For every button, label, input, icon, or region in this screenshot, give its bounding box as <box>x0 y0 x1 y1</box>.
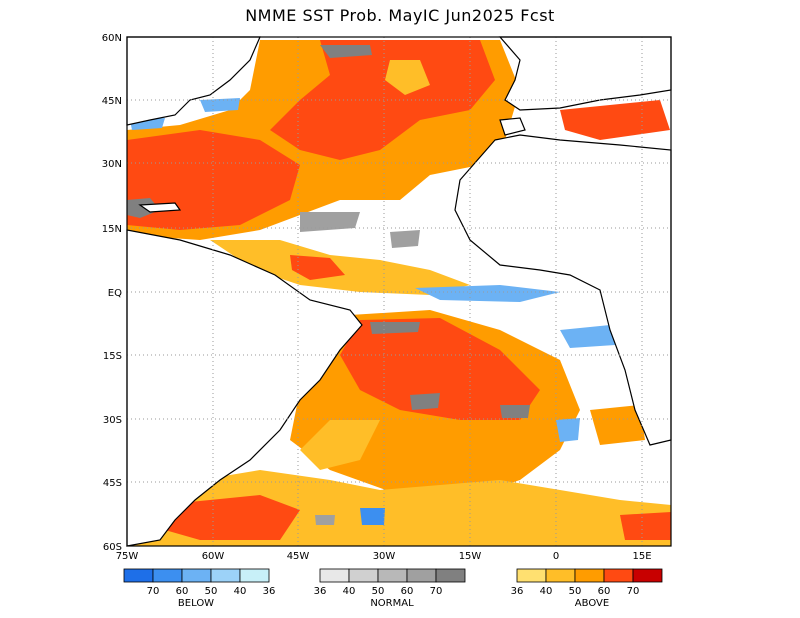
legend-value: 60 <box>400 586 414 597</box>
lat-label: 60N <box>102 33 122 44</box>
lat-label: 30S <box>103 415 122 426</box>
legend-value: 36 <box>510 586 524 597</box>
legend-swatch <box>377 568 408 583</box>
lat-lon-grid <box>127 37 671 546</box>
legend-swatch <box>632 568 663 583</box>
legend-swatch <box>574 568 605 583</box>
lon-label: 15E <box>632 551 651 562</box>
legend-value: 40 <box>233 586 247 597</box>
legend-title-below: BELOW <box>177 598 215 609</box>
lat-label: 60S <box>103 542 122 553</box>
legend-swatch <box>348 568 379 583</box>
lat-label: 30N <box>102 159 122 170</box>
legend-value: 60 <box>597 586 611 597</box>
lat-label: 45N <box>102 96 122 107</box>
lat-label: 45S <box>103 478 122 489</box>
probability-field <box>127 40 671 546</box>
legend-above-swatches <box>516 568 663 583</box>
lon-label: 75W <box>116 551 139 562</box>
map-title: NMME SST Prob. MayIC Jun2025 Fcst <box>245 6 555 25</box>
legend-swatch <box>181 568 212 583</box>
lat-label: EQ <box>108 288 122 299</box>
legend-value: 36 <box>313 586 327 597</box>
legend-value: 60 <box>175 586 189 597</box>
legend-swatch <box>545 568 576 583</box>
legend-swatch <box>239 568 270 583</box>
legend-value: 40 <box>539 586 553 597</box>
legend-swatch <box>210 568 241 583</box>
legend-below-swatches <box>123 568 270 583</box>
legend-value: 70 <box>626 586 640 597</box>
lon-label: 15W <box>459 551 482 562</box>
lon-label: 60W <box>202 551 225 562</box>
legend-swatch <box>516 568 547 583</box>
latitude-axis: 60N 45N 30N 15N EQ 15S 30S 45S 60S <box>102 33 122 553</box>
land-masses <box>126 36 672 547</box>
legend-value: 50 <box>371 586 385 597</box>
lat-label: 15S <box>103 351 122 362</box>
legend-swatch <box>603 568 634 583</box>
legend-normal-swatches <box>319 568 466 583</box>
map-frame <box>126 36 672 547</box>
lon-label: 0 <box>553 551 559 562</box>
legend-title-above: ABOVE <box>574 598 610 609</box>
legend-swatch <box>435 568 466 583</box>
legend-swatch <box>406 568 437 583</box>
legend-value: 70 <box>146 586 160 597</box>
legend-swatch <box>123 568 154 583</box>
longitude-axis: 75W 60W 45W 30W 15W 0 15E <box>116 551 652 562</box>
legend-title-normal: NORMAL <box>370 598 414 609</box>
legend-value: 50 <box>204 586 218 597</box>
legend-swatch <box>152 568 183 583</box>
legend-value: 50 <box>568 586 582 597</box>
lon-label: 30W <box>373 551 396 562</box>
legend-value: 70 <box>429 586 443 597</box>
lat-label: 15N <box>102 224 122 235</box>
legend-value: 36 <box>262 586 276 597</box>
lon-label: 45W <box>287 551 310 562</box>
legend-swatch <box>319 568 350 583</box>
legend-value: 40 <box>342 586 356 597</box>
